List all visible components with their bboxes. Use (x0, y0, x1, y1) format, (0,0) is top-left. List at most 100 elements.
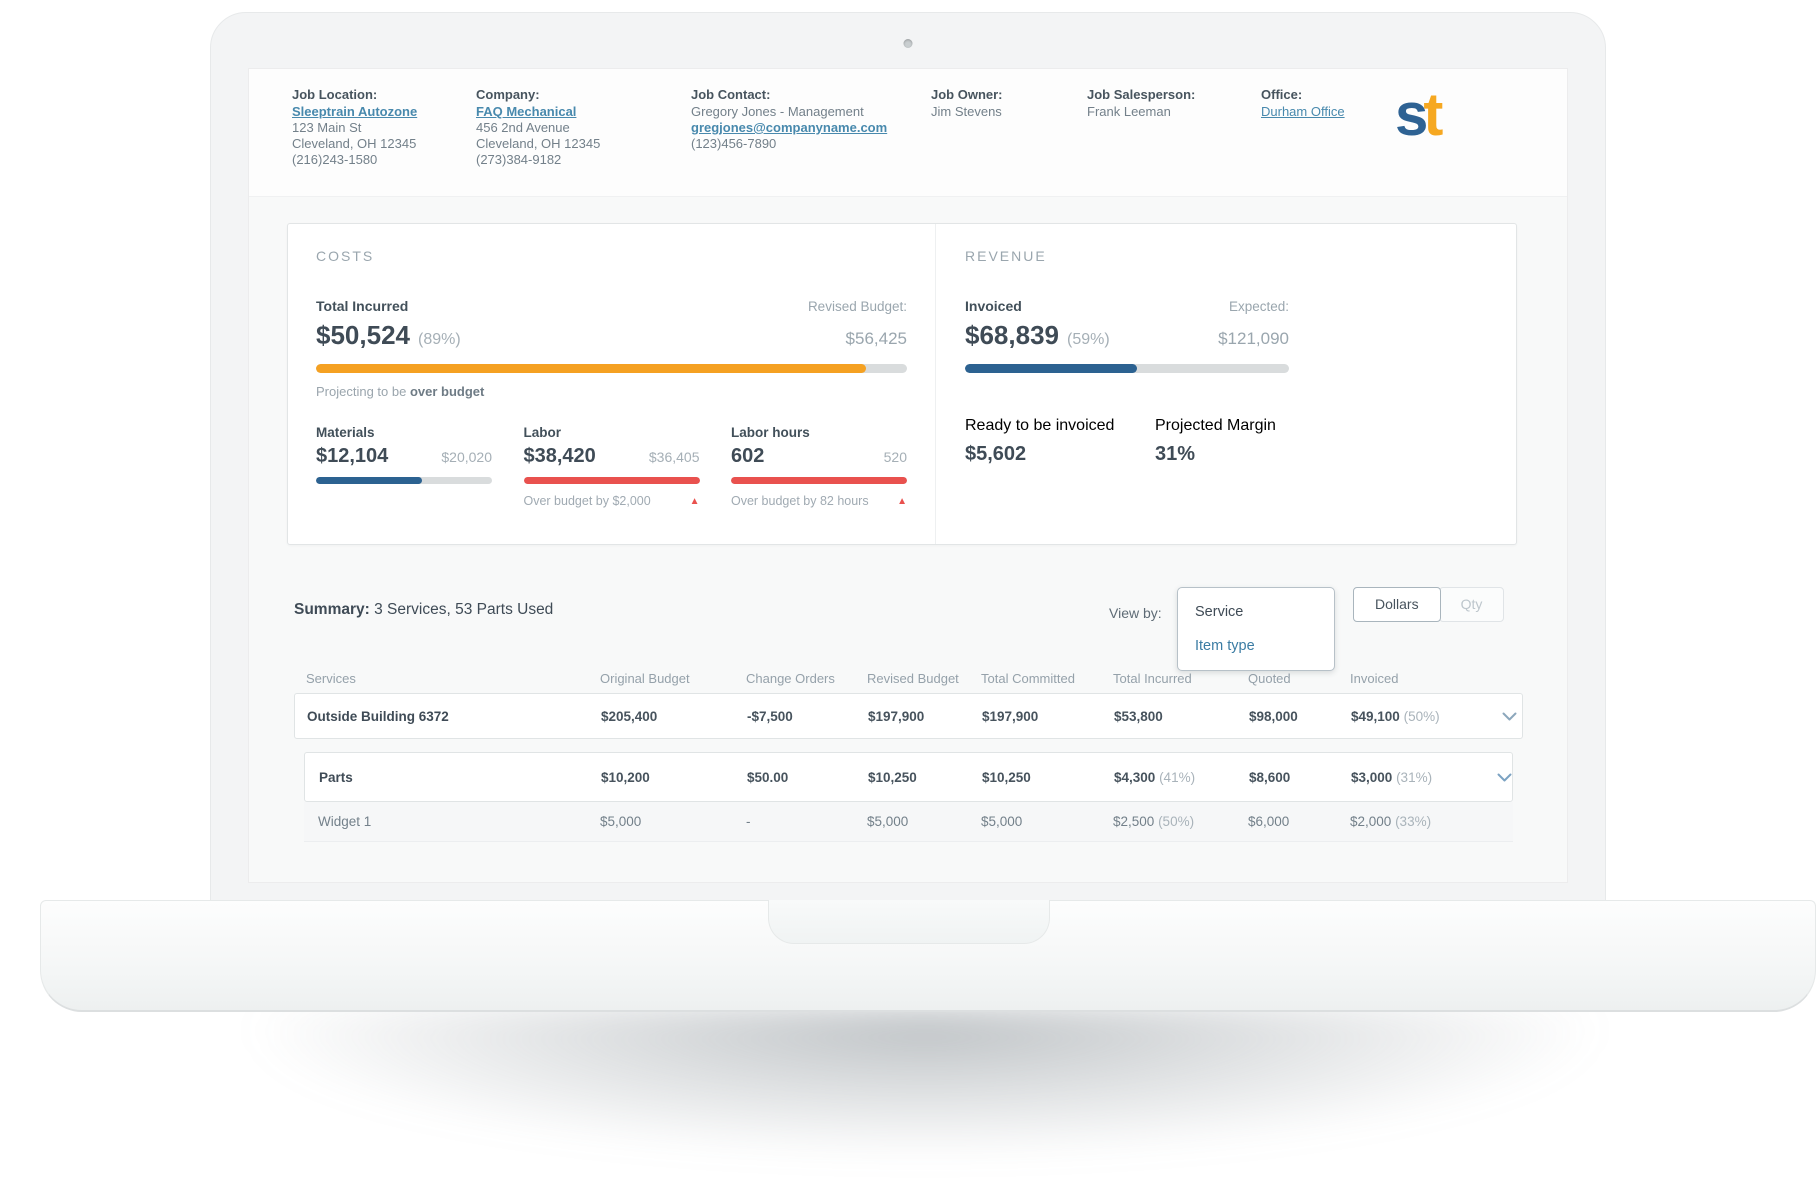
projected-margin-value: 31% (1155, 443, 1196, 465)
revenue-section: REVENUE Invoiced Expected: $68,839 (59%) … (937, 224, 1517, 544)
materials-value: $12,104 (316, 445, 389, 467)
job-header: Job Location: Sleeptrain Autozone 123 Ma… (249, 69, 1567, 197)
company-city: Cleveland, OH 12345 (476, 136, 601, 151)
job-owner-name: Jim Stevens (931, 104, 1002, 119)
qty-toggle-button[interactable]: Qty (1438, 587, 1505, 622)
laptop-base (40, 900, 1816, 1012)
job-location-block: Job Location: Sleeptrain Autozone 123 Ma… (292, 87, 417, 168)
col-header-invoiced: Invoiced (1350, 670, 1399, 686)
expected-value: $121,090 (1218, 329, 1289, 348)
office-link[interactable]: Durham Office (1261, 104, 1345, 119)
col-header-services: Services (306, 670, 356, 686)
invoiced-label: Invoiced (965, 298, 1022, 314)
labor-progressbar (523, 477, 700, 484)
dropdown-option-item-type[interactable]: Item type (1195, 638, 1255, 654)
labor-hours-progressbar (731, 477, 907, 484)
summary-text: Summary: 3 Services, 53 Parts Used (294, 601, 554, 618)
brand-logo: st (1395, 85, 1443, 145)
job-salesperson-block: Job Salesperson: Frank Leeman (1087, 87, 1195, 120)
labor-hours-label: Labor hours (731, 425, 810, 440)
job-contact-name: Gregory Jones - Management (691, 104, 864, 119)
labor-value: $38,420 (523, 445, 596, 467)
invoiced-value-wrap: $68,839 (59%) (965, 320, 1110, 351)
office-label: Office: (1261, 87, 1303, 102)
invoiced-value: $68,839 (965, 320, 1059, 350)
expected-label: Expected: (1228, 299, 1289, 314)
company-label: Company: (476, 87, 540, 102)
dollars-qty-toggle: Dollars Qty (1353, 587, 1505, 622)
revised-budget-label: Revised Budget: (807, 299, 907, 314)
total-cost-progressbar (316, 364, 907, 373)
chevron-down-icon[interactable] (1502, 712, 1517, 721)
labor-overbudget-note: Over budget by $2,000 (523, 494, 651, 508)
ready-to-invoice-label: Ready to be invoiced (965, 417, 1115, 434)
laptop-lid: Job Location: Sleeptrain Autozone 123 Ma… (210, 12, 1606, 908)
ready-to-invoice-metric: Ready to be invoiced $5,602 (965, 417, 1155, 466)
services-table: Services Original Budget Change Orders R… (294, 663, 1523, 842)
col-header-original-budget: Original Budget (600, 670, 690, 686)
view-by-dropdown[interactable]: Service Item type (1177, 587, 1335, 671)
revenue-progressbar (965, 364, 1289, 373)
job-contact-block: Job Contact: Gregory Jones - Management … (691, 87, 887, 152)
col-header-total-committed: Total Committed (981, 670, 1075, 686)
projection-note: Projecting to be over budget (316, 384, 485, 399)
job-contact-phone: (123)456-7890 (691, 136, 777, 151)
ready-to-invoice-value: $5,602 (965, 443, 1027, 465)
labor-hours-value: 602 (731, 445, 765, 467)
revised-budget-value: $56,425 (845, 329, 907, 348)
col-header-revised-budget: Revised Budget (867, 670, 959, 686)
revenue-title: REVENUE (965, 248, 1047, 264)
table-row[interactable]: Widget 1 $5,000 - $5,000 $5,000 $2,500 (… (304, 802, 1513, 842)
webcam-dot (903, 39, 913, 48)
chevron-down-icon[interactable] (1497, 773, 1512, 782)
job-owner-block: Job Owner: Jim Stevens (931, 87, 1003, 120)
materials-label: Materials (316, 425, 375, 440)
col-header-total-incurred: Total Incurred (1113, 670, 1192, 686)
warning-triangle-icon: ▲ (689, 495, 700, 507)
view-by-label: View by: (1109, 605, 1162, 621)
labor-metric: Labor $38,420 $36,405 Over budget by $2,… (523, 425, 700, 508)
materials-progressbar (316, 477, 492, 484)
table-row[interactable]: Parts $10,200 $50.00 $10,250 $10,250 $4,… (304, 752, 1513, 802)
laptop-shadow (150, 1005, 1700, 1175)
table-header-row: Services Original Budget Change Orders R… (294, 663, 1523, 693)
job-contact-email-link[interactable]: gregjones@companyname.com (691, 120, 888, 135)
total-incurred-value-wrap: $50,524 (89%) (316, 320, 461, 351)
total-incurred-label: Total Incurred (316, 298, 409, 314)
job-contact-label: Job Contact: (691, 87, 771, 102)
job-location-link[interactable]: Sleeptrain Autozone (292, 104, 418, 119)
company-link[interactable]: FAQ Mechanical (476, 104, 577, 119)
costs-section: COSTS Total Incurred Revised Budget: $50… (288, 224, 936, 544)
company-street: 456 2nd Avenue (476, 120, 570, 135)
labor-label: Labor (523, 425, 562, 440)
job-location-city: Cleveland, OH 12345 (292, 136, 417, 151)
materials-metric: Materials $12,104 $20,020 (316, 425, 492, 508)
logo-letter-t: t (1423, 81, 1443, 148)
col-header-quoted: Quoted (1248, 670, 1291, 686)
app-screen: Job Location: Sleeptrain Autozone 123 Ma… (248, 68, 1568, 883)
costs-title: COSTS (316, 248, 375, 264)
company-block: Company: FAQ Mechanical 456 2nd Avenue C… (476, 87, 600, 168)
company-phone: (273)384-9182 (476, 152, 562, 167)
invoiced-pct: (59%) (1066, 331, 1110, 348)
dollars-toggle-button[interactable]: Dollars (1353, 587, 1441, 622)
job-owner-label: Job Owner: (931, 87, 1003, 102)
col-header-change-orders: Change Orders (746, 670, 835, 686)
job-location-street: 123 Main St (292, 120, 362, 135)
labor-budget: $36,405 (648, 449, 700, 465)
job-salesperson-name: Frank Leeman (1087, 104, 1171, 119)
labor-hours-metric: Labor hours 602 520 Over budget by 82 ho… (731, 425, 907, 508)
labor-hours-budget: 520 (883, 449, 907, 465)
projected-margin-label: Projected Margin (1155, 417, 1276, 434)
table-row[interactable]: Outside Building 6372 $205,400 -$7,500 $… (294, 693, 1523, 739)
projected-margin-metric: Projected Margin 31% (1155, 417, 1276, 466)
materials-budget: $20,020 (441, 449, 492, 465)
labor-hours-overbudget-note: Over budget by 82 hours (731, 494, 869, 508)
dropdown-option-service[interactable]: Service (1195, 604, 1244, 620)
office-block: Office: Durham Office (1261, 87, 1345, 120)
job-location-label: Job Location: (292, 87, 378, 102)
total-incurred-pct: (89%) (417, 331, 461, 348)
logo-letter-s: s (1395, 81, 1428, 148)
warning-triangle-icon: ▲ (897, 495, 907, 507)
kpi-card: COSTS Total Incurred Revised Budget: $50… (287, 223, 1517, 545)
